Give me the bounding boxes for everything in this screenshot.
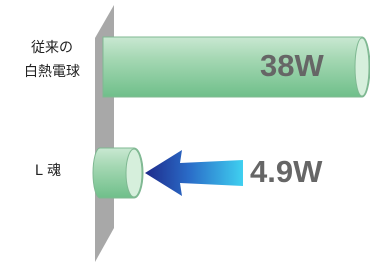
value: 38W: [260, 48, 324, 83]
page: 従来の 白熱電球 L 魂 38W 4.9W (() => { const dat…: [0, 0, 370, 268]
label: 従来の: [31, 40, 73, 56]
diagram: 従来の 白熱電球 L 魂 38W 4.9W: [0, 0, 370, 268]
label: L 魂: [35, 163, 61, 179]
bulb-cylinder-end: [355, 38, 369, 96]
small-cylinder-end: [126, 149, 142, 197]
label: 白熱電球: [24, 64, 80, 80]
value: 4.9W: [250, 154, 323, 189]
bulb-cylinder: [103, 37, 370, 97]
arrow: [145, 150, 243, 196]
